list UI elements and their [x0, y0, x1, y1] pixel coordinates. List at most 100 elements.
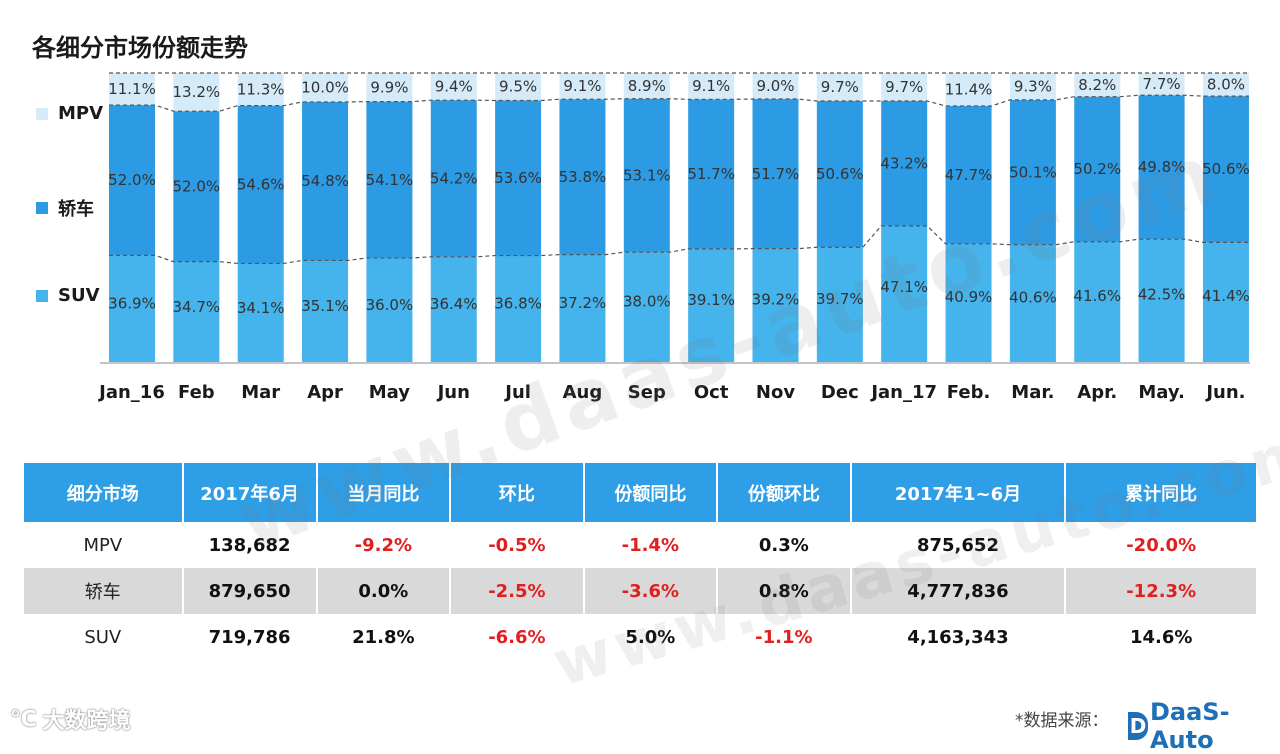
bar-mpv	[752, 73, 799, 100]
table-header-cell: 份额同比	[583, 463, 719, 522]
data-label-sedan: 54.1%	[366, 171, 414, 189]
table-row: MPV 138,682 -9.2% -0.5% -1.4% 0.3% 875,652 -20.…	[24, 522, 1256, 568]
table-header-cell: 2017年6月	[182, 463, 318, 522]
data-label-sedan: 47.7%	[945, 166, 993, 184]
table-cell: -1.1%	[717, 614, 852, 660]
data-label-suv: 40.6%	[1009, 288, 1057, 306]
table-cell: -3.6%	[583, 568, 719, 614]
bar-suv	[1009, 244, 1056, 362]
table-row-label: SUV	[24, 614, 184, 660]
table-cell: 4,777,836	[850, 568, 1067, 614]
bar-suv	[881, 225, 928, 362]
bar-suv	[688, 248, 735, 362]
bar-mpv	[430, 73, 477, 101]
data-label-mpv: 8.9%	[628, 77, 666, 95]
bar-group-2	[237, 73, 284, 362]
legend-label-sedan: 轿车	[58, 199, 94, 220]
x-tick-label: Jun	[436, 382, 470, 403]
data-label-suv: 36.9%	[108, 294, 156, 312]
bar-suv	[816, 247, 863, 362]
bar-group-0	[109, 73, 155, 362]
bar-suv	[623, 252, 670, 362]
brand-logo-icon: ℃	[10, 706, 37, 732]
x-tick-label: Dec	[821, 382, 859, 403]
bar-group-11	[816, 73, 863, 362]
data-label-sedan: 53.6%	[494, 169, 542, 187]
table-cell: -0.5%	[450, 522, 585, 568]
x-tick-label: Jul	[503, 382, 531, 403]
x-tick-label: Mar.	[1011, 382, 1054, 403]
x-tick-label: Apr	[307, 382, 343, 403]
source-label: *数据来源：	[1015, 711, 1109, 731]
table-cell: 4,163,343	[850, 614, 1067, 660]
data-label-mpv: 13.2%	[173, 83, 221, 101]
data-label-sedan: 49.8%	[1138, 158, 1186, 176]
x-tick-label: Mar	[241, 382, 280, 403]
bar-sedan	[945, 105, 992, 244]
chart-title: 各细分市场份额走势	[32, 34, 248, 62]
table-cell: -6.6%	[450, 614, 585, 660]
bar-group-9	[688, 73, 735, 362]
bar-group-4	[366, 73, 413, 362]
bar-suv	[237, 263, 284, 362]
bar-group-5	[430, 73, 477, 362]
table-header-cell: 份额环比	[717, 463, 852, 522]
data-label-suv: 34.7%	[173, 298, 221, 316]
bar-group-10	[752, 73, 799, 362]
data-label-sedan: 52.0%	[108, 171, 156, 189]
table-cell: 0.8%	[717, 568, 852, 614]
data-label-mpv: 9.9%	[370, 78, 408, 96]
bar-sedan	[495, 100, 542, 256]
bar-mpv	[816, 73, 863, 102]
bar-group-15	[1074, 73, 1121, 362]
data-label-mpv: 9.1%	[563, 77, 601, 95]
bar-mpv	[1138, 73, 1185, 96]
x-tick-label: Jan_16	[97, 382, 165, 403]
table-row-label: MPV	[24, 522, 184, 568]
data-label-suv: 37.2%	[559, 294, 607, 312]
data-label-mpv: 9.3%	[1014, 77, 1052, 95]
bar-sedan	[752, 99, 799, 249]
table-cell: 0.0%	[316, 568, 452, 614]
bar-mpv	[237, 73, 284, 106]
bar-group-6	[495, 73, 542, 362]
bar-sedan	[1074, 96, 1121, 242]
bar-mpv	[1009, 73, 1056, 100]
data-label-suv: 41.4%	[1202, 287, 1250, 305]
table-cell: 138,682	[182, 522, 318, 568]
table-cell: 879,650	[182, 568, 318, 614]
legend-swatch-suv	[36, 289, 48, 302]
bar-sedan	[559, 99, 606, 255]
data-label-mpv: 11.3%	[237, 80, 285, 98]
bar-sedan	[816, 101, 863, 248]
x-tick-label: Feb.	[947, 382, 991, 403]
data-label-suv: 39.1%	[687, 291, 735, 309]
data-label-mpv: 9.7%	[885, 78, 923, 96]
bar-sedan	[623, 98, 670, 253]
bar-mpv	[366, 73, 413, 102]
table-cell: 14.6%	[1129, 626, 1193, 648]
bar-suv	[366, 257, 413, 362]
daas-auto-logo: D DaaS-Auto	[1128, 698, 1280, 754]
data-label-mpv: 7.7%	[1143, 75, 1181, 93]
suv-connector-line	[109, 225, 1249, 265]
data-label-suv: 36.0%	[366, 296, 414, 314]
legend-item-mpv: MPV	[36, 103, 103, 124]
bar-group-16	[1138, 73, 1185, 362]
bar-mpv	[881, 73, 928, 102]
bar-suv	[430, 256, 477, 362]
data-label-mpv: 9.5%	[499, 78, 537, 96]
data-label-sedan: 51.7%	[752, 165, 800, 183]
bar-sedan	[1138, 95, 1185, 240]
table-header-row: 细分市场 2017年6月 当月同比 环比 份额同比 份额环比 2017年1~6月 累计同比	[24, 463, 1256, 522]
daas-logo-icon: D	[1128, 712, 1148, 740]
data-label-mpv: 9.0%	[756, 77, 794, 95]
bar-sedan	[688, 99, 735, 249]
x-tick-label: Aug	[563, 382, 603, 403]
bar-sedan	[881, 101, 928, 226]
table-cell: -12.3%	[1065, 568, 1256, 614]
table-row-label: 轿车	[24, 568, 184, 614]
table-header-cell: 2017年1~6月	[850, 463, 1067, 522]
brand-text: DaaS-Auto	[1149, 698, 1230, 754]
data-label-sedan: 53.1%	[623, 166, 671, 184]
